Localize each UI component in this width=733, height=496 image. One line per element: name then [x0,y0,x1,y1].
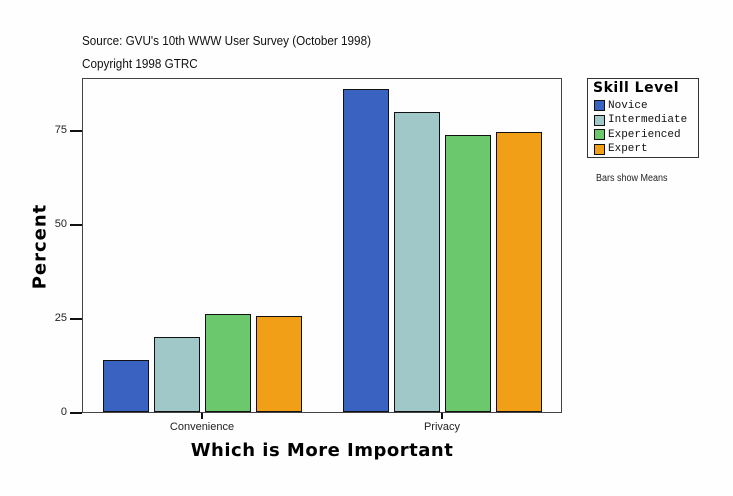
legend-swatch [594,143,605,155]
y-axis-title: Percent [29,203,51,290]
bar-privacy-intermediate [394,112,440,412]
x-axis-title: Which is More Important [190,440,454,461]
legend-swatch [594,100,605,111]
bar-privacy-experienced [445,135,491,412]
plot-area [82,78,562,413]
bar-privacy-novice [343,89,389,412]
copyright-text: Copyright 1998 GTRC [82,56,198,71]
bars-note: Bars show Means [596,173,668,184]
legend-item-intermediate: Intermediate [594,114,687,127]
x-tick [441,413,443,419]
x-tick [201,413,203,419]
legend-label: Intermediate [608,114,688,126]
y-tick [70,318,82,320]
bar-convenience-experienced [205,314,251,412]
legend-swatch [594,129,605,140]
y-tick-label: 0 [60,406,67,418]
y-tick-label: 25 [54,312,67,324]
y-tick-label: 50 [54,218,67,230]
legend: Skill Level Novice Intermediate Experience… [587,78,699,158]
legend-item-experienced: Experienced [594,128,681,141]
y-tick [70,412,82,414]
legend-label: Expert [608,143,648,155]
y-tick [70,130,82,132]
x-tick-label: Convenience [169,421,235,433]
bar-convenience-intermediate [154,337,200,412]
bar-privacy-expert [496,132,542,412]
bar-convenience-novice [103,360,149,412]
legend-title: Skill Level [593,80,679,96]
x-tick-label: Privacy [423,421,461,433]
y-tick [70,224,82,226]
source-text: Source: GVU's 10th WWW User Survey (Octo… [82,33,371,48]
y-tick-label: 75 [54,124,67,136]
bar-convenience-expert [256,316,302,412]
legend-item-novice: Novice [594,99,648,112]
legend-item-expert: Expert [594,143,648,156]
legend-label: Experienced [608,128,681,141]
legend-label: Novice [608,99,648,112]
legend-swatch [594,114,605,126]
